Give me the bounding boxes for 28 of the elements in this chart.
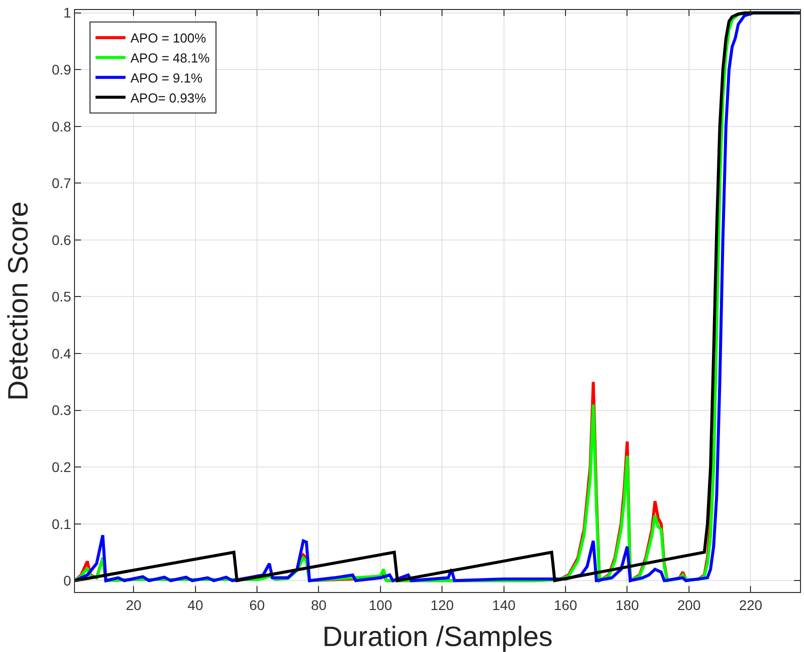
- x-tick-label: 160: [554, 596, 578, 613]
- y-tick-label: 0.5: [52, 288, 72, 305]
- y-tick-label: 0: [63, 572, 72, 589]
- y-tick-label: 1: [63, 4, 72, 21]
- y-tick-label: 0.3: [52, 402, 72, 418]
- legend-label: APO = 100%: [130, 30, 206, 46]
- x-tick-label: 180: [616, 596, 640, 613]
- legend-label: APO= 0.93%: [130, 90, 206, 106]
- y-tick-label: 0.9: [52, 62, 72, 78]
- x-tick-label: 20: [126, 596, 142, 613]
- y-tick-label: 0.1: [52, 516, 72, 532]
- y-tick-label: 0.8: [52, 118, 72, 134]
- x-tick-label: 200: [677, 596, 701, 613]
- x-tick-label: 140: [492, 596, 516, 613]
- x-tick-label: 220: [738, 596, 763, 613]
- y-tick-label: 0.6: [52, 232, 72, 248]
- y-tick-label: 0.4: [52, 345, 72, 362]
- x-tick-label: 80: [310, 596, 327, 613]
- x-tick-label: 60: [249, 596, 266, 613]
- legend-label: APO = 9.1%: [130, 70, 203, 86]
- x-tick-label: 120: [430, 596, 454, 613]
- y-tick-label: 0.2: [52, 458, 72, 475]
- x-tick-label: 100: [368, 596, 392, 613]
- y-tick-label: 0.7: [52, 175, 72, 192]
- x-tick-label: 40: [188, 596, 204, 613]
- x-axis-title: Duration /Samples: [322, 621, 553, 652]
- y-axis-title: Detection Score: [2, 201, 34, 401]
- legend-label: APO = 48.1%: [130, 50, 210, 66]
